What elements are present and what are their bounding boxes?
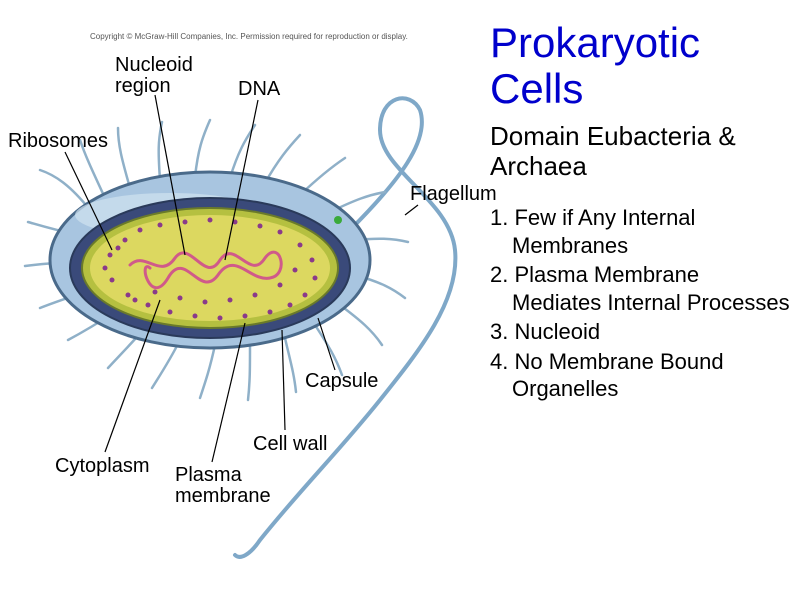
label-plasma-text: Plasmamembrane	[175, 464, 271, 507]
label-nucleoid: Nucleoidregion	[115, 55, 193, 97]
label-capsule: Capsule	[305, 370, 378, 393]
list-item: 3. Nucleoid	[490, 318, 790, 346]
slide-title: Prokaryotic Cells	[490, 20, 790, 112]
label-ribosomes: Ribosomes	[8, 130, 108, 153]
label-dna: DNA	[238, 78, 280, 101]
label-plasma: Plasmamembrane	[175, 465, 271, 507]
list-item: 4. No Membrane Bound Organelles	[490, 348, 790, 403]
bullet-list: 1. Few if Any Internal Membranes 2. Plas…	[490, 204, 790, 403]
label-nucleoid-text: Nucleoidregion	[115, 54, 193, 97]
list-item: 1. Few if Any Internal Membranes	[490, 204, 790, 259]
slide-subtitle: Domain Eubacteria & Archaea	[490, 122, 790, 182]
copyright-text: Copyright © McGraw-Hill Companies, Inc. …	[90, 32, 408, 41]
list-item: 2. Plasma Membrane Mediates Internal Pro…	[490, 261, 790, 316]
basal-body	[334, 216, 342, 224]
text-panel: Prokaryotic Cells Domain Eubacteria & Ar…	[490, 20, 790, 405]
label-flagellum: Flagellum	[410, 183, 497, 206]
cell-diagram: Copyright © McGraw-Hill Companies, Inc. …	[0, 0, 500, 600]
label-cytoplasm: Cytoplasm	[55, 455, 149, 478]
label-cellwall: Cell wall	[253, 433, 327, 456]
